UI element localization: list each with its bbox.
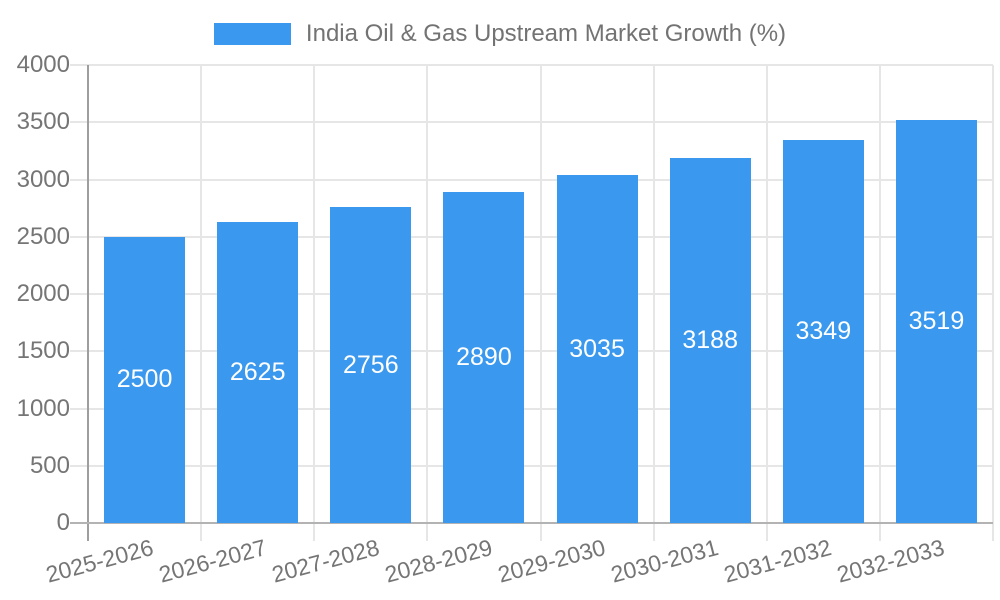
y-gridline	[70, 235, 993, 238]
x-tick-label: 2032-2033	[834, 533, 948, 588]
y-gridline	[70, 121, 993, 124]
x-axis-line	[70, 522, 993, 524]
bar-value-label: 2890	[456, 343, 512, 372]
y-tick-label: 1000	[16, 394, 70, 422]
y-tick-label: 2000	[16, 280, 70, 307]
y-gridline	[70, 407, 993, 410]
y-gridline	[70, 464, 993, 467]
bar-value-label: 3188	[682, 325, 738, 354]
bar[interactable]: 2890	[443, 192, 525, 523]
y-tick-label: 1500	[16, 337, 70, 365]
y-gridline	[70, 64, 993, 66]
x-gridline	[652, 65, 655, 541]
bar[interactable]: 3349	[782, 139, 864, 523]
x-tick-label: 2028-2029	[381, 533, 495, 588]
bar-value-label: 2500	[116, 365, 173, 394]
legend-swatch	[213, 23, 291, 45]
y-tick-label: 3500	[16, 108, 70, 136]
legend-label: India Oil & Gas Upstream Market Growth (…	[305, 20, 787, 47]
y-gridline	[70, 350, 993, 353]
legend[interactable]: India Oil & Gas Upstream Market Growth (…	[0, 20, 1000, 48]
bar[interactable]: 3035	[556, 175, 638, 523]
x-gridline	[992, 65, 994, 541]
x-gridline	[426, 65, 429, 541]
bar[interactable]: 2500	[104, 236, 186, 523]
bar-value-label: 3035	[569, 334, 625, 363]
x-gridline	[539, 65, 542, 541]
bar-value-label: 3519	[908, 307, 965, 336]
y-tick-label: 3000	[16, 165, 70, 193]
x-gridline	[878, 65, 881, 541]
x-tick-label: 2031-2032	[721, 533, 835, 588]
y-axis-line	[87, 65, 89, 541]
x-tick-label: 2026-2027	[155, 533, 269, 588]
bar[interactable]: 3519	[895, 120, 977, 523]
y-tick-label: 500	[29, 451, 70, 479]
x-gridline	[765, 65, 768, 541]
y-tick-label: 4000	[16, 51, 70, 78]
x-gridline	[313, 65, 316, 541]
y-gridline	[70, 178, 993, 181]
x-tick-label: 2027-2028	[268, 533, 382, 588]
x-tick-label: 2025-2026	[42, 533, 156, 588]
bar-value-label: 3349	[795, 316, 852, 345]
bar-value-label: 2756	[343, 350, 399, 379]
y-tick-label: 2500	[16, 222, 70, 250]
x-tick-label: 2030-2031	[608, 533, 722, 588]
y-tick-label: 0	[56, 509, 70, 536]
x-tick-label: 2029-2030	[495, 533, 609, 588]
bar[interactable]: 2756	[330, 207, 412, 523]
bar-value-label: 2625	[229, 358, 286, 387]
y-gridline	[70, 293, 993, 295]
bar[interactable]: 3188	[669, 157, 751, 523]
bar[interactable]: 2625	[217, 222, 299, 523]
x-gridline	[200, 65, 203, 541]
